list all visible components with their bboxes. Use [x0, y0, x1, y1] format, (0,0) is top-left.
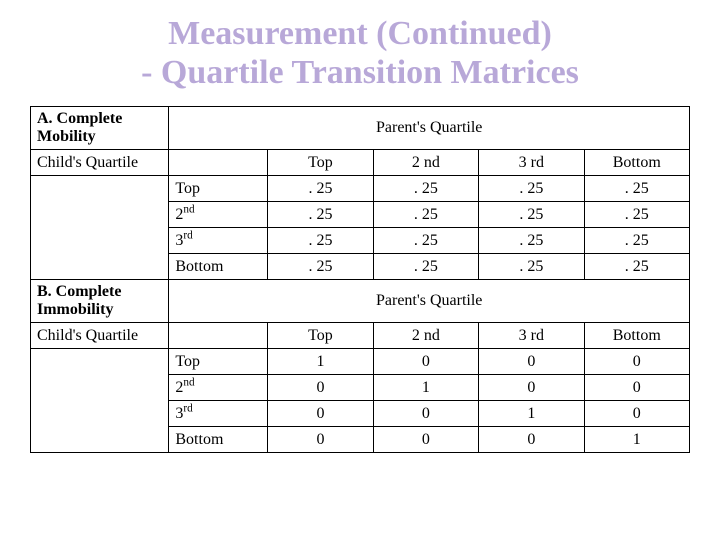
b-r2c2: 1 — [373, 375, 478, 401]
a-rowlabel-bottom: Bottom — [169, 254, 268, 280]
a-r1c4: . 25 — [584, 176, 689, 202]
col-bottom-a: Bottom — [584, 150, 689, 176]
a-r3c2: . 25 — [373, 228, 478, 254]
child-quartile-label-b: Child's Quartile — [31, 323, 169, 349]
a-r3c4: . 25 — [584, 228, 689, 254]
matrices-table: A. Complete Mobility Parent's Quartile C… — [30, 106, 690, 453]
a-r1c3: . 25 — [479, 176, 584, 202]
b-r3c2: 0 — [373, 401, 478, 427]
col-3rd-b: 3 rd — [479, 323, 584, 349]
a-r4c1: . 25 — [268, 254, 373, 280]
b-stub — [31, 349, 169, 453]
b-r1c2: 0 — [373, 349, 478, 375]
panel-b-title: B. Complete Immobility — [31, 280, 169, 323]
a-r2c4: . 25 — [584, 202, 689, 228]
blank-a — [169, 150, 268, 176]
b-rowlabel-3rd: 3rd — [169, 401, 268, 427]
a-r2c3: . 25 — [479, 202, 584, 228]
col-2nd-b: 2 nd — [373, 323, 478, 349]
b-r2c4: 0 — [584, 375, 689, 401]
b-r3c1: 0 — [268, 401, 373, 427]
title-line-2: - Quartile Transition Matrices — [141, 54, 579, 91]
a-r2c1: . 25 — [268, 202, 373, 228]
blank-b — [169, 323, 268, 349]
b-r1c4: 0 — [584, 349, 689, 375]
a-r1c1: . 25 — [268, 176, 373, 202]
b-r4c4: 1 — [584, 427, 689, 453]
panel-a-header-row: A. Complete Mobility Parent's Quartile — [31, 107, 690, 150]
panel-a-colheaders: Child's Quartile Top 2 nd 3 rd Bottom — [31, 150, 690, 176]
a-rowlabel-2nd: 2nd — [169, 202, 268, 228]
title-line-1: Measurement (Continued) — [168, 15, 552, 52]
b-rowlabel-top: Top — [169, 349, 268, 375]
col-3rd-a: 3 rd — [479, 150, 584, 176]
b-row-top: Top 1 0 0 0 — [31, 349, 690, 375]
a-r4c2: . 25 — [373, 254, 478, 280]
a-r4c4: . 25 — [584, 254, 689, 280]
col-top-b: Top — [268, 323, 373, 349]
slide-title: Measurement (Continued) - Quartile Trans… — [30, 14, 690, 92]
b-r4c3: 0 — [479, 427, 584, 453]
a-rowlabel-top: Top — [169, 176, 268, 202]
b-r2c1: 0 — [268, 375, 373, 401]
a-stub — [31, 176, 169, 280]
b-r4c2: 0 — [373, 427, 478, 453]
child-quartile-label-a: Child's Quartile — [31, 150, 169, 176]
panel-a-title: A. Complete Mobility — [31, 107, 169, 150]
a-r4c3: . 25 — [479, 254, 584, 280]
b-r4c1: 0 — [268, 427, 373, 453]
col-2nd-a: 2 nd — [373, 150, 478, 176]
slide: Measurement (Continued) - Quartile Trans… — [0, 0, 720, 540]
a-r3c1: . 25 — [268, 228, 373, 254]
b-r3c4: 0 — [584, 401, 689, 427]
a-rowlabel-3rd: 3rd — [169, 228, 268, 254]
b-r2c3: 0 — [479, 375, 584, 401]
col-top-a: Top — [268, 150, 373, 176]
a-r3c3: . 25 — [479, 228, 584, 254]
b-r3c3: 1 — [479, 401, 584, 427]
b-r1c1: 1 — [268, 349, 373, 375]
col-bottom-b: Bottom — [584, 323, 689, 349]
a-r1c2: . 25 — [373, 176, 478, 202]
a-row-top: Top . 25 . 25 . 25 . 25 — [31, 176, 690, 202]
panel-b-colheaders: Child's Quartile Top 2 nd 3 rd Bottom — [31, 323, 690, 349]
b-r1c3: 0 — [479, 349, 584, 375]
panel-b-header-row: B. Complete Immobility Parent's Quartile — [31, 280, 690, 323]
b-rowlabel-bottom: Bottom — [169, 427, 268, 453]
b-rowlabel-2nd: 2nd — [169, 375, 268, 401]
parent-quartile-label-a: Parent's Quartile — [169, 107, 690, 150]
parent-quartile-label-b: Parent's Quartile — [169, 280, 690, 323]
a-r2c2: . 25 — [373, 202, 478, 228]
